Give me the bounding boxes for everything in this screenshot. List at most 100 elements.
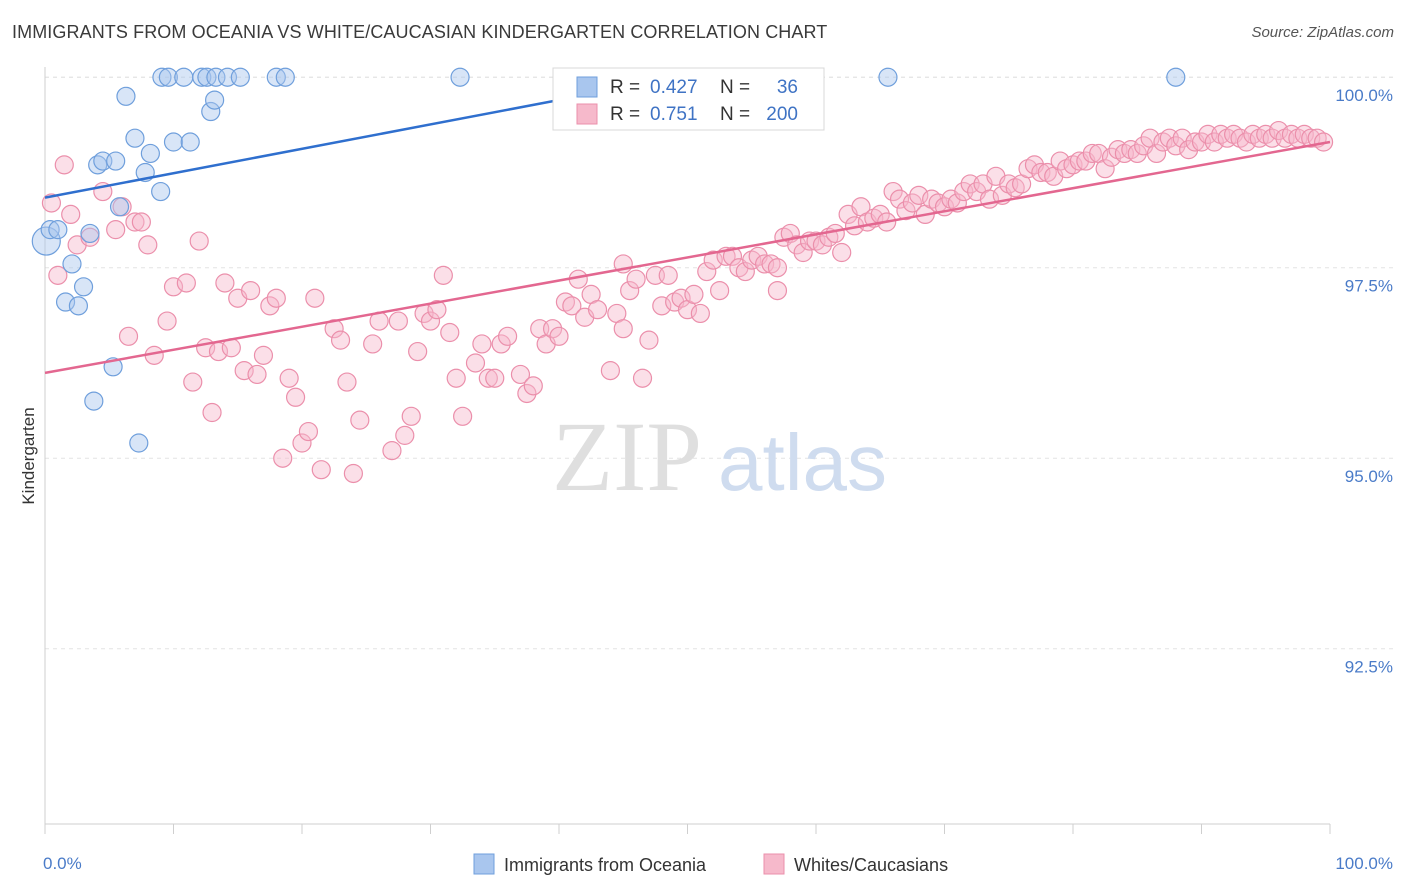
point-oceania: [106, 151, 126, 171]
point-whites: [883, 181, 903, 202]
legend-n-label-whites: N =: [720, 104, 750, 125]
point-whites: [234, 361, 254, 381]
point-oceania: [192, 67, 212, 87]
point-whites: [639, 330, 659, 350]
point-whites: [253, 345, 274, 365]
point-whites: [157, 311, 177, 331]
y-tick-label: 95.0%: [1345, 467, 1393, 486]
point-whites: [279, 368, 299, 388]
point-oceania: [40, 220, 60, 240]
point-whites: [247, 364, 267, 385]
point-oceania: [116, 86, 136, 106]
point-whites: [395, 425, 415, 445]
point-oceania: [201, 101, 221, 122]
point-oceania: [109, 197, 130, 217]
point-oceania: [180, 132, 200, 152]
legend-r-label-whites: R =: [610, 104, 640, 125]
point-oceania: [206, 67, 226, 87]
point-whites: [202, 402, 222, 423]
point-oceania: [73, 277, 94, 297]
point-oceania: [31, 226, 61, 256]
point-whites: [260, 296, 280, 316]
point-whites: [562, 296, 582, 316]
point-whites: [600, 361, 621, 381]
point-whites: [106, 220, 126, 240]
point-oceania: [84, 391, 104, 411]
point-whites: [266, 288, 286, 308]
chart-title: IMMIGRANTS FROM OCEANIA VS WHITE/CAUCASI…: [12, 22, 828, 42]
bottom-legend-swatch-oceania: [473, 853, 495, 875]
point-whites: [337, 372, 357, 392]
point-whites: [363, 334, 383, 354]
point-whites: [453, 406, 473, 426]
point-whites: [690, 303, 710, 324]
legend-r-value-whites: 0.751: [650, 104, 698, 125]
point-whites: [298, 421, 319, 442]
point-whites: [1204, 132, 1224, 152]
point-whites: [215, 273, 235, 293]
point-whites: [61, 204, 81, 224]
point-whites: [189, 231, 209, 251]
point-whites: [311, 460, 331, 480]
x-tick-label: 0.0%: [43, 854, 82, 873]
bottom-legend-swatch-whites: [763, 853, 785, 875]
point-whites: [832, 242, 852, 263]
point-whites: [305, 288, 325, 308]
point-whites: [1050, 151, 1070, 171]
bottom-legend-label-oceania: Immigrants from Oceania: [504, 855, 707, 875]
watermark-zip: ZIP: [552, 401, 702, 512]
series-legend: Immigrants from Oceania Whites/Caucasian…: [473, 853, 948, 875]
point-whites: [684, 284, 704, 305]
point-whites: [485, 368, 505, 388]
point-whites: [427, 300, 447, 320]
point-whites: [472, 334, 492, 354]
point-oceania: [878, 67, 898, 87]
point-oceania: [125, 128, 145, 148]
legend-n-label-oceania: N =: [720, 77, 750, 98]
legend-n-value-oceania: 36: [777, 77, 798, 98]
point-whites: [825, 223, 845, 244]
point-oceania: [152, 67, 172, 87]
point-whites: [542, 319, 563, 339]
point-whites: [163, 277, 184, 297]
point-whites: [703, 250, 723, 270]
point-whites: [1268, 120, 1289, 141]
point-whites: [350, 410, 370, 430]
point-oceania: [174, 67, 194, 87]
point-whites: [909, 185, 929, 205]
point-whites: [273, 448, 293, 468]
point-oceania: [230, 67, 250, 87]
bottom-legend-label-whites: Whites/Caucasians: [794, 855, 948, 875]
y-axis-label: Kindergarten: [19, 407, 38, 504]
point-whites: [48, 265, 68, 285]
point-whites: [1031, 162, 1051, 183]
point-whites: [241, 281, 261, 301]
x-tick-label: 100.0%: [1335, 854, 1393, 873]
point-whites: [465, 353, 486, 373]
point-whites: [1166, 136, 1186, 156]
point-whites: [767, 258, 788, 278]
point-whites: [285, 387, 306, 407]
point-whites: [440, 322, 460, 343]
point-whites: [420, 311, 441, 331]
point-whites: [478, 368, 498, 388]
point-whites: [1082, 143, 1102, 164]
trend-line-whites: [44, 140, 1331, 375]
point-whites: [1301, 128, 1321, 148]
point-whites: [902, 193, 922, 213]
point-oceania: [450, 67, 470, 87]
watermark: ZIP atlas: [552, 401, 887, 512]
legend-r-value-oceania: 0.427: [650, 77, 698, 98]
point-whites: [754, 254, 775, 274]
point-whites: [433, 265, 453, 285]
point-whites: [138, 235, 158, 255]
stats-legend: R = 0.427 N = 36 R = 0.751 N = 200: [552, 67, 825, 131]
point-whites: [176, 273, 196, 293]
point-whites: [626, 269, 646, 289]
point-whites: [722, 246, 743, 266]
point-whites: [658, 265, 678, 285]
point-whites: [131, 212, 151, 232]
point-whites: [652, 296, 672, 316]
point-whites: [125, 212, 145, 232]
